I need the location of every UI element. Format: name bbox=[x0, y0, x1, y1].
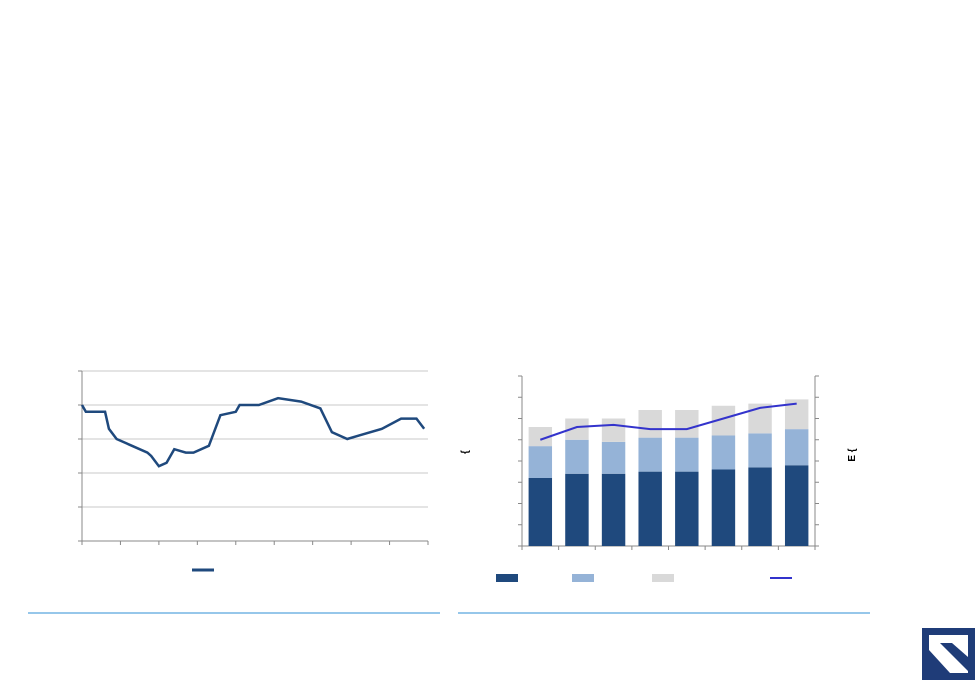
logo bbox=[922, 628, 975, 680]
series-line bbox=[80, 396, 426, 468]
bar-segment bbox=[601, 441, 626, 474]
bar-segment bbox=[565, 418, 589, 440]
bar-segment bbox=[528, 427, 553, 447]
bar-segment bbox=[528, 446, 553, 478]
bar-segment bbox=[565, 473, 589, 546]
bar-segment bbox=[711, 435, 736, 470]
bar-segment bbox=[748, 403, 772, 434]
bar-segment bbox=[711, 405, 736, 436]
bar-segment bbox=[601, 473, 626, 546]
bar-segment bbox=[675, 471, 699, 546]
bar-segment bbox=[601, 418, 626, 442]
y2-axis-label: E { bbox=[847, 448, 858, 461]
series-line bbox=[539, 402, 797, 441]
bar-segment bbox=[784, 465, 809, 546]
bar-segment bbox=[565, 439, 589, 474]
legend-swatch bbox=[652, 574, 674, 582]
bar-segment bbox=[711, 469, 736, 546]
bar-segment bbox=[675, 437, 699, 472]
bar-segment bbox=[784, 399, 809, 430]
bar-segment bbox=[638, 410, 662, 438]
bar-segment bbox=[748, 467, 772, 546]
bar-segment bbox=[748, 433, 772, 468]
bar-segment bbox=[528, 478, 553, 546]
bar-segment bbox=[784, 429, 809, 466]
bar-segment bbox=[675, 410, 699, 438]
legend-swatch bbox=[572, 574, 594, 582]
y-axis-label: { bbox=[460, 450, 471, 454]
bar-segment bbox=[638, 471, 662, 546]
legend-swatch bbox=[496, 574, 518, 582]
bar-segment bbox=[638, 437, 662, 472]
